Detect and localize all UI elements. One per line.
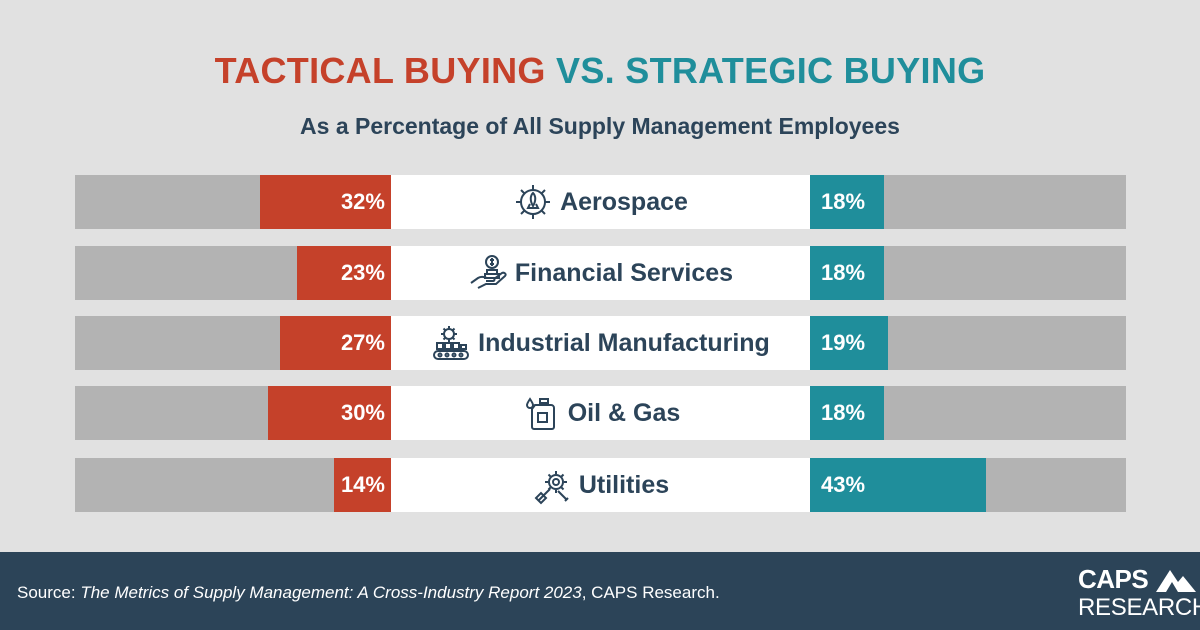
- industry-label-box: Industrial Manufacturing: [391, 316, 810, 370]
- tactical-bar: 32%: [259, 175, 391, 229]
- source-title: The Metrics of Supply Management: A Cros…: [80, 583, 582, 602]
- mountain-icon: [1156, 570, 1196, 592]
- tactical-value-label: 27%: [340, 330, 385, 355]
- tactical-bar: 14%: [333, 458, 391, 512]
- footer: Source: The Metrics of Supply Management…: [0, 552, 1200, 630]
- gear-rocket-icon: [513, 182, 553, 222]
- industry-label: Oil & Gas: [567, 398, 681, 427]
- chart-row: 23% Financial Services 18%: [75, 246, 1126, 300]
- chart-row: 14% Utilities 43%: [75, 458, 1126, 512]
- strategic-value-label: 18%: [821, 189, 866, 214]
- chart-title: TACTICAL BUYING VS. STRATEGIC BUYING: [0, 50, 1200, 92]
- wrench-gear-icon: [532, 465, 572, 505]
- industry-label: Utilities: [578, 470, 670, 499]
- chart-subtitle: As a Percentage of All Supply Management…: [300, 113, 900, 139]
- tactical-value-label: 30%: [340, 400, 385, 425]
- title-tactical: TACTICAL BUYING: [214, 50, 546, 91]
- strategic-value-label: 18%: [821, 260, 866, 285]
- factory-conveyor-icon: [431, 323, 471, 363]
- industry-label-box: Utilities: [391, 458, 810, 512]
- strategic-value-label: 19%: [821, 330, 866, 355]
- chart-rows: 32% Aerospace 18% 23% Financial Services 18% 2…: [75, 175, 1126, 512]
- logo-caps-text: CAPS: [1078, 564, 1149, 594]
- tactical-bar: 23%: [296, 246, 391, 300]
- strategic-bar: 18%: [810, 175, 884, 229]
- strategic-bar: 43%: [810, 458, 987, 512]
- industry-label-box: Oil & Gas: [391, 386, 810, 440]
- strategic-value-label: 18%: [821, 400, 866, 425]
- industry-label-box: Aerospace: [391, 175, 810, 229]
- strategic-bar: 18%: [810, 246, 884, 300]
- tactical-value-label: 14%: [340, 472, 385, 497]
- strategic-bar: 19%: [810, 316, 888, 370]
- tactical-value-label: 32%: [340, 189, 385, 214]
- title-strategic: VS. STRATEGIC BUYING: [556, 50, 986, 91]
- hand-money-icon: [468, 253, 508, 293]
- caps-research-logo: CAPS RESEARCH: [1078, 564, 1200, 628]
- industry-label: Industrial Manufacturing: [478, 328, 770, 357]
- industry-label: Aerospace: [560, 187, 688, 216]
- strategic-bar: 18%: [810, 386, 884, 440]
- source-prefix: Source:: [17, 583, 81, 602]
- chart-row: 27% Industrial Manufacturing 19%: [75, 316, 1126, 370]
- chart-row: 30% Oil & Gas 18%: [75, 386, 1126, 440]
- source-suffix: , CAPS Research.: [581, 583, 720, 602]
- source-citation: Source: The Metrics of Supply Management…: [17, 583, 720, 603]
- industry-label-box: Financial Services: [391, 246, 810, 300]
- oil-can-icon: [521, 393, 561, 433]
- strategic-value-label: 43%: [821, 472, 866, 497]
- chart-row: 32% Aerospace 18%: [75, 175, 1126, 229]
- tactical-bar: 27%: [280, 316, 391, 370]
- tactical-value-label: 23%: [340, 260, 385, 285]
- tactical-bar: 30%: [268, 386, 391, 440]
- logo-research-text: RESEARCH: [1078, 594, 1200, 621]
- industry-label: Financial Services: [514, 258, 734, 287]
